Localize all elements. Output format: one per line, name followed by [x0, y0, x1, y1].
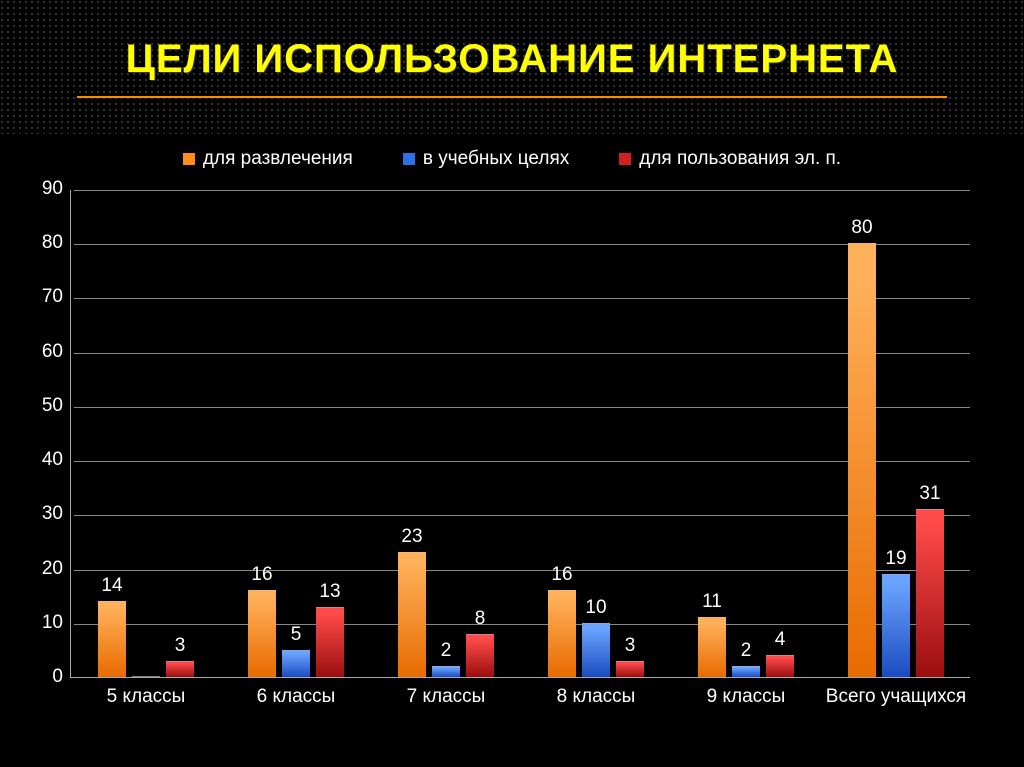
bar: 19 — [882, 548, 910, 677]
bar: 16 — [248, 564, 276, 677]
page-title: ЦЕЛИ ИСПОЛЬЗОВАНИЕ ИНТЕРНЕТА — [126, 37, 899, 82]
bar: 5 — [282, 624, 310, 677]
plot-area: 01020304050607080901435 классы165136 кла… — [70, 190, 970, 678]
grid-line — [74, 244, 970, 245]
bar-value-label: 8 — [475, 608, 486, 630]
y-tick-label: 10 — [42, 612, 63, 634]
y-tick-label: 60 — [42, 341, 63, 363]
y-tick-label: 90 — [42, 178, 63, 200]
y-tick-label: 30 — [42, 503, 63, 525]
y-tick-label: 0 — [52, 666, 63, 688]
bar-rect — [698, 617, 726, 677]
bar: 23 — [398, 526, 426, 677]
bar-rect — [398, 552, 426, 677]
bar-rect — [282, 650, 310, 677]
bar: 2 — [732, 640, 760, 677]
x-tick-label: 7 классы — [371, 677, 521, 709]
grid-line — [74, 570, 970, 571]
bar: 2 — [432, 640, 460, 677]
legend-label: для развлечения — [203, 148, 353, 170]
bar-rect — [548, 590, 576, 677]
legend-swatch — [183, 153, 195, 165]
bar-rect — [466, 634, 494, 677]
y-tick-label: 40 — [42, 449, 63, 471]
bar: 16 — [548, 564, 576, 677]
bar-rect — [166, 661, 194, 677]
x-tick-label: 5 классы — [71, 677, 221, 709]
bar-rect — [882, 574, 910, 677]
bar: 4 — [766, 629, 794, 677]
bar-rect — [316, 607, 344, 677]
bar-rect — [98, 601, 126, 677]
bar-group: 80 19 31 — [848, 217, 944, 677]
legend-item: для развлечения — [183, 148, 353, 170]
bar: 11 — [698, 591, 726, 677]
bar: 13 — [316, 581, 344, 677]
bar: 14 — [98, 575, 126, 677]
y-tick-label: 50 — [42, 395, 63, 417]
chart-container: для развлечения в учебных целях для пользо… — [30, 134, 994, 744]
bar: 10 — [582, 597, 610, 677]
bar-value-label: 3 — [175, 635, 186, 657]
bar-group: 16 10 3 — [548, 564, 644, 677]
bar-value-label: 2 — [741, 640, 752, 662]
y-tick-label: 20 — [42, 558, 63, 580]
bar: 3 — [166, 635, 194, 677]
y-tick-label: 70 — [42, 286, 63, 308]
y-tick-label: 80 — [42, 232, 63, 254]
grid-line — [74, 190, 970, 191]
legend-label: в учебных целях — [423, 148, 569, 170]
bar-value-label: 5 — [291, 624, 302, 646]
x-tick-label: 9 классы — [671, 677, 821, 709]
legend-swatch — [403, 153, 415, 165]
bar-group: 11 2 4 — [698, 591, 794, 677]
legend: для развлечения в учебных целях для пользо… — [30, 134, 994, 180]
bar-value-label: 14 — [101, 575, 122, 597]
bar-value-label: 31 — [919, 483, 940, 505]
bar-value-label: 2 — [441, 640, 452, 662]
bar: 8 — [466, 608, 494, 677]
bar-value-label: 80 — [851, 217, 872, 239]
bar-value-label: 16 — [551, 564, 572, 586]
legend-item: для пользования эл. п. — [619, 148, 841, 170]
grid-line — [74, 407, 970, 408]
bar: 31 — [916, 483, 944, 677]
grid-line — [74, 624, 970, 625]
bar-rect — [616, 661, 644, 677]
bar-rect — [732, 666, 760, 677]
bar: 80 — [848, 217, 876, 677]
bar-rect — [248, 590, 276, 677]
x-tick-label: 8 классы — [521, 677, 671, 709]
divider — [77, 96, 947, 98]
grid-line — [74, 353, 970, 354]
legend-label: для пользования эл. п. — [639, 148, 841, 170]
bar-value-label: 13 — [319, 581, 340, 603]
x-tick-label: Всего учащихся — [821, 677, 971, 709]
bar-rect — [916, 509, 944, 677]
bar-value-label: 11 — [702, 591, 722, 613]
bar-rect — [432, 666, 460, 677]
x-tick-label: 6 классы — [221, 677, 371, 709]
bar-rect — [582, 623, 610, 677]
bar-group: 14 3 — [98, 575, 194, 677]
bar-rect — [766, 655, 794, 677]
grid-line — [74, 298, 970, 299]
bar-group: 23 2 8 — [398, 526, 494, 677]
bar-value-label: 10 — [585, 597, 606, 619]
bar-value-label: 3 — [625, 635, 636, 657]
bar-value-label: 23 — [401, 526, 422, 548]
bar-group: 16 5 13 — [248, 564, 344, 677]
legend-item: в учебных целях — [403, 148, 569, 170]
grid-line — [74, 515, 970, 516]
bar-value-label: 4 — [775, 629, 786, 651]
header: ЦЕЛИ ИСПОЛЬЗОВАНИЕ ИНТЕРНЕТА — [0, 0, 1024, 134]
bar-value-label: 19 — [885, 548, 906, 570]
bar: 3 — [616, 635, 644, 677]
legend-swatch — [619, 153, 631, 165]
bar-value-label: 16 — [251, 564, 272, 586]
grid-line — [74, 461, 970, 462]
bar-rect — [848, 243, 876, 677]
